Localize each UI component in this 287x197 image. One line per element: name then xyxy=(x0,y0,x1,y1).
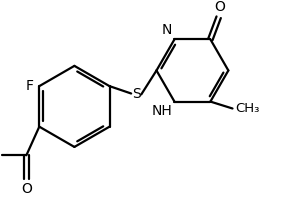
Text: CH₃: CH₃ xyxy=(235,102,259,115)
Text: O: O xyxy=(21,182,32,196)
Text: F: F xyxy=(25,79,33,93)
Text: NH: NH xyxy=(152,104,172,118)
Text: S: S xyxy=(132,87,141,101)
Text: N: N xyxy=(161,23,172,37)
Text: O: O xyxy=(215,0,226,14)
